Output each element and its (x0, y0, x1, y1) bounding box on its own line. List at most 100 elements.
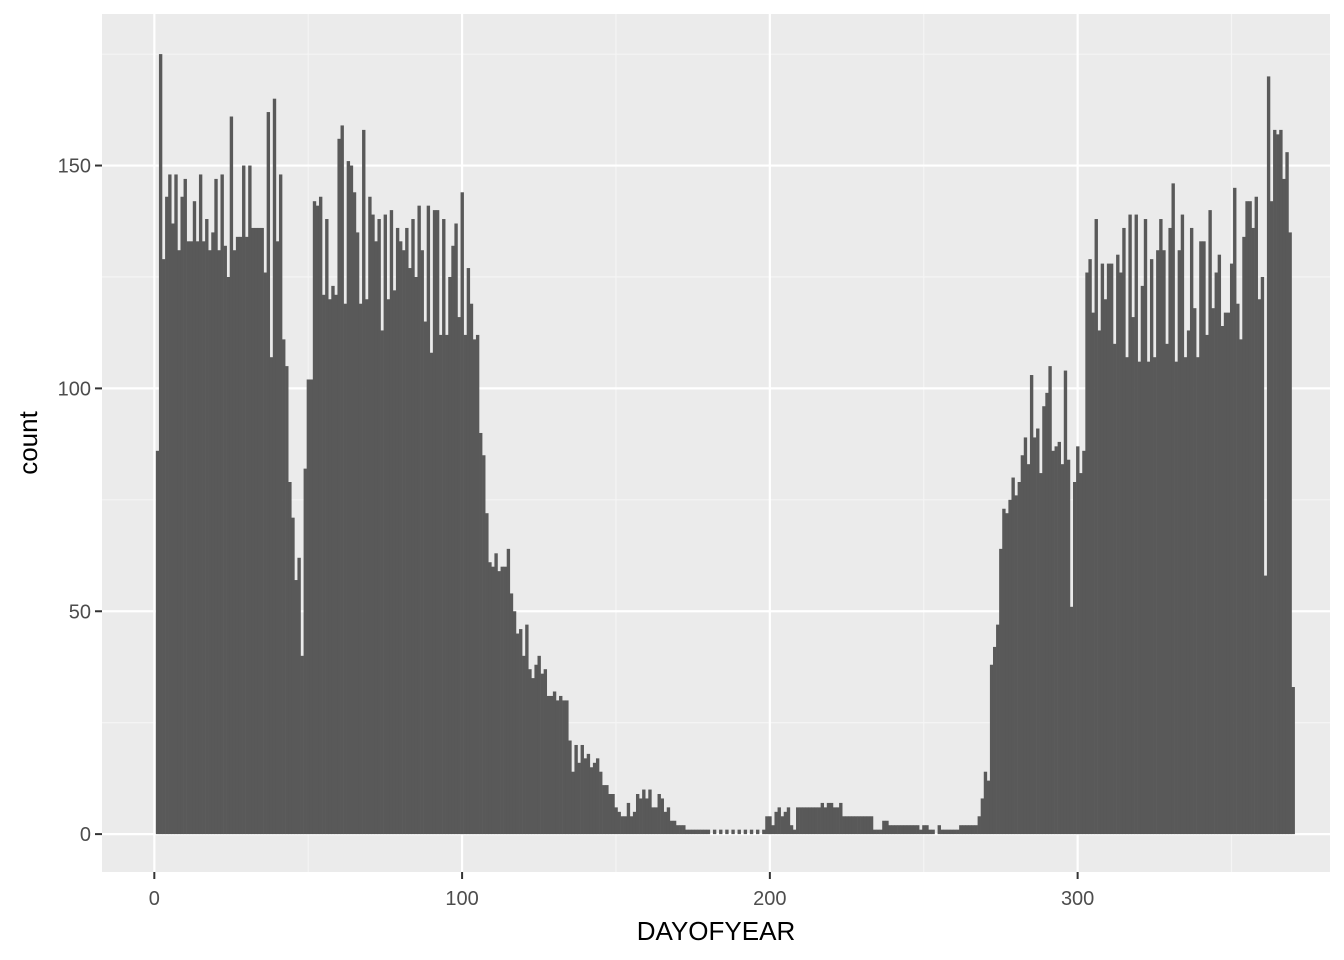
histogram-bar (811, 807, 815, 835)
x-axis-ticks: 0 100 200 300 (149, 872, 1094, 910)
histogram-bar (155, 450, 160, 835)
histogram-bar (836, 807, 840, 835)
histogram-bar (1174, 361, 1178, 835)
histogram-bar (174, 174, 178, 835)
histogram-bar (1100, 263, 1105, 835)
histogram-bar (392, 290, 397, 835)
histogram-bar (414, 276, 418, 835)
histogram-bar (158, 54, 163, 835)
histogram-bar (974, 825, 978, 835)
histogram-bar (642, 789, 646, 835)
histogram-bar (1239, 339, 1243, 835)
histogram-bar (586, 753, 591, 835)
histogram-bar (909, 825, 914, 835)
histogram-bar (325, 219, 329, 835)
histogram-bar (426, 205, 431, 835)
histogram-bar (691, 829, 695, 835)
histogram-bar (971, 825, 975, 835)
histogram-bar (796, 807, 800, 835)
histogram-bar (395, 227, 400, 835)
histogram-bar (171, 223, 175, 835)
histogram-bar (537, 655, 541, 835)
y-axis-ticks: 0 50 100 150 (58, 156, 102, 846)
y-tick-label: 50 (69, 601, 91, 623)
histogram-bar (817, 807, 821, 835)
histogram-bar (291, 517, 295, 835)
histogram-bar (1273, 129, 1277, 835)
histogram-bar (928, 829, 932, 835)
histogram-bar (1229, 263, 1234, 835)
histogram-bar (731, 829, 735, 835)
histogram-bar (288, 482, 292, 835)
histogram-bar (666, 807, 671, 835)
histogram-bar (1079, 473, 1083, 835)
histogram-bar (1103, 299, 1108, 835)
histogram-bar (1251, 227, 1255, 835)
histogram-bar (1226, 312, 1231, 835)
histogram-bar (1094, 219, 1098, 835)
histogram-bar (1097, 330, 1102, 835)
histogram-bar (1057, 441, 1062, 835)
histogram-bar (574, 744, 578, 835)
histogram-bar (1156, 250, 1160, 835)
histogram-bar (408, 268, 412, 835)
histogram-bar (202, 241, 206, 835)
x-tick-label: 100 (445, 888, 478, 910)
histogram-bar (912, 825, 917, 835)
histogram-bar (1026, 464, 1031, 835)
histogram-bar (238, 236, 243, 835)
histogram-bar (756, 829, 760, 835)
histogram-bar (362, 129, 366, 835)
histogram-bar (657, 794, 661, 835)
histogram-bar (1048, 366, 1052, 835)
histogram-bar (352, 192, 357, 835)
histogram-bar (679, 825, 683, 835)
histogram-bar (528, 669, 532, 835)
histogram-bar (1122, 227, 1126, 835)
histogram-bar (435, 210, 440, 835)
histogram-bar (1254, 196, 1258, 835)
histogram-bar (297, 557, 301, 835)
histogram-bar (577, 762, 581, 835)
histogram-bar (922, 825, 926, 835)
histogram-bar (491, 566, 495, 835)
bars-group (155, 54, 1295, 835)
histogram-bar (500, 566, 504, 835)
histogram-bar (411, 219, 415, 835)
histogram-bar (1066, 459, 1071, 835)
histogram-bar (254, 227, 258, 835)
histogram-bar (383, 214, 387, 835)
histogram-bar (1196, 357, 1200, 835)
histogram-bar (1085, 272, 1089, 835)
histogram-bar (1193, 308, 1197, 835)
histogram-bar (318, 196, 323, 835)
histogram-bar (417, 205, 421, 835)
histogram-bar (208, 250, 212, 835)
histogram-bar (943, 829, 948, 835)
histogram-bar (1073, 482, 1077, 835)
histogram-bar (278, 174, 283, 835)
histogram-bar (876, 829, 880, 835)
histogram-bar (580, 744, 584, 835)
histogram-bar (614, 807, 618, 835)
histogram-bar (919, 829, 923, 835)
histogram-bar (555, 700, 560, 835)
histogram-bar (358, 303, 363, 835)
histogram-bar (789, 825, 794, 835)
histogram-bar (608, 794, 612, 835)
histogram-bar (559, 695, 563, 835)
histogram-bar (786, 807, 791, 835)
histogram-bar (860, 816, 865, 835)
histogram-bar (189, 241, 194, 835)
histogram-bar (303, 468, 307, 835)
histogram-bar (1002, 508, 1006, 835)
histogram-bar (605, 785, 609, 835)
histogram-bar (380, 330, 384, 835)
histogram-bar (475, 334, 480, 835)
histogram-bar (512, 611, 517, 835)
histogram-bar (343, 303, 347, 835)
histogram-bar (506, 548, 511, 835)
histogram-bar (515, 633, 520, 835)
histogram-bar (952, 829, 957, 835)
histogram-bar (386, 299, 391, 835)
